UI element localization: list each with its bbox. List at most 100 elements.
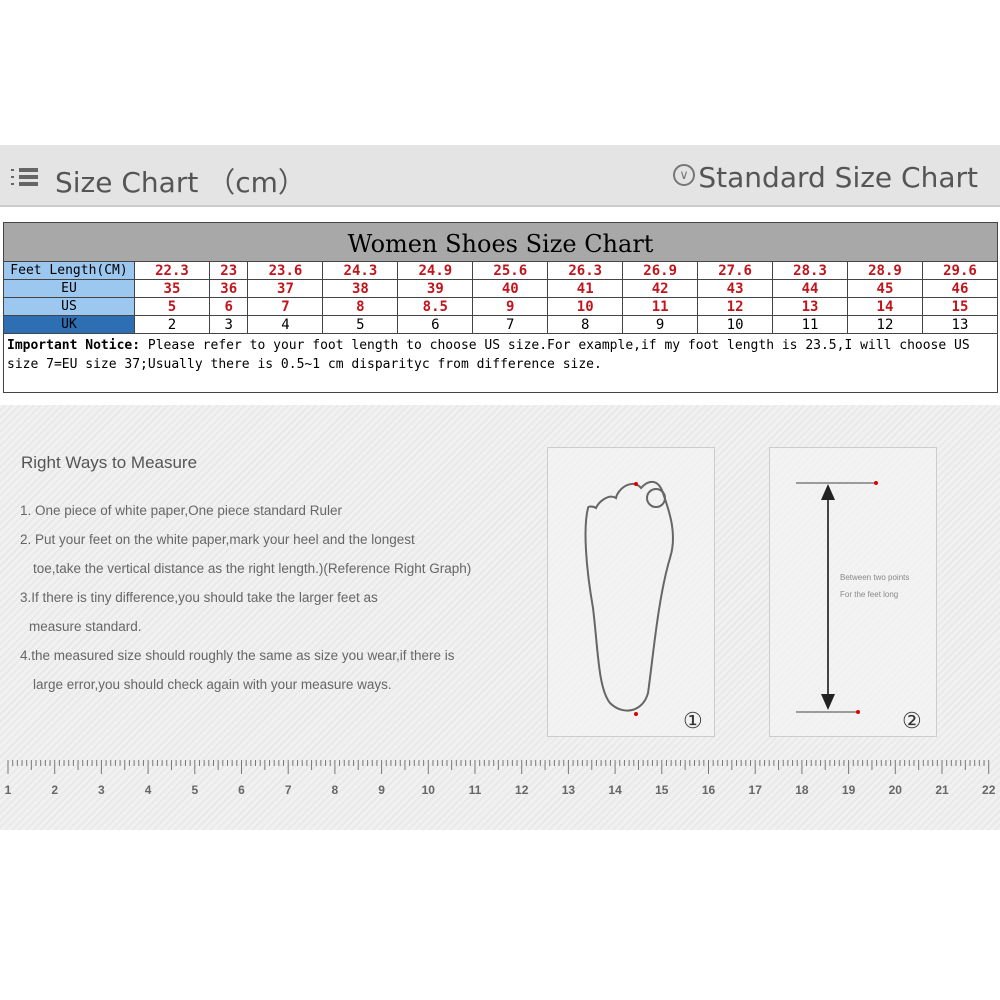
size-cell: 23 — [208, 261, 249, 280]
size-cell: 6 — [397, 315, 474, 334]
size-cell: 8 — [322, 297, 399, 316]
ruler-label: 19 — [842, 783, 856, 797]
size-cell: 2 — [134, 315, 210, 334]
size-cell: 15 — [921, 297, 999, 316]
row-label: US — [3, 297, 135, 316]
ruler-label: 22 — [982, 783, 996, 797]
size-cell: 23.6 — [247, 261, 324, 280]
size-cell: 38 — [322, 279, 399, 298]
foot-diagram: ① — [547, 447, 715, 737]
size-cell: 3 — [208, 315, 249, 334]
ruler-label: 1 — [5, 783, 12, 797]
size-cell: 36 — [208, 279, 249, 298]
size-cell: 35 — [134, 279, 210, 298]
header-title: Size Chart （cm） — [55, 166, 306, 199]
table-row: EU 35 36 37 38 39 40 41 42 43 44 45 46 — [3, 279, 999, 298]
size-cell: 10 — [697, 315, 774, 334]
size-cell: 26.9 — [622, 261, 699, 280]
measure-line: large error,you should check again with … — [33, 677, 392, 692]
ruler-label: 14 — [608, 783, 622, 797]
measure-line: toe,take the vertical distance as the ri… — [33, 561, 472, 576]
ruler-label: 16 — [702, 783, 716, 797]
measure-heading: Right Ways to Measure — [21, 453, 198, 472]
measure-line: 1. One piece of white paper,One piece st… — [20, 503, 342, 518]
size-cell: 27.6 — [697, 261, 774, 280]
size-cell: 44 — [772, 279, 848, 298]
size-chart-header: Size Chart （cm） Standard Size Chart — [0, 145, 1000, 207]
size-cell: 9 — [622, 315, 699, 334]
size-cell: 5 — [322, 315, 399, 334]
chevron-down-icon: ∨ — [673, 164, 695, 186]
size-cell: 13 — [921, 315, 999, 334]
ruler: 1 2 3 4 5 6 7 8 9 10 11 12 13 14 15 16 17 18 19 20 21 22 — [5, 760, 996, 797]
ruler-label: 11 — [469, 783, 482, 797]
size-cell: 45 — [846, 279, 923, 298]
size-cell: 46 — [921, 279, 999, 298]
foot-outline-icon: ① — [584, 480, 703, 733]
table-row: Feet Length(CM) 22.3 23 23.6 24.3 24.9 25.6 26.… — [3, 261, 999, 280]
size-cell: 24.9 — [397, 261, 474, 280]
measure-line: 4.the measured size should roughly the s… — [20, 648, 455, 663]
size-cell: 11 — [622, 297, 699, 316]
size-cell: 42 — [622, 279, 699, 298]
ruler-label: 5 — [191, 783, 198, 797]
notice-label: Important Notice: — [7, 338, 141, 353]
ruler-label: 13 — [562, 783, 576, 797]
size-cell: 25.6 — [472, 261, 549, 280]
measure-section: Right Ways to Measure 1. One piece of wh… — [0, 405, 1000, 830]
ruler-label: 9 — [378, 783, 385, 797]
size-cell: 40 — [472, 279, 549, 298]
size-cell: 4 — [247, 315, 324, 334]
row-label: EU — [3, 279, 135, 298]
list-icon — [11, 168, 38, 186]
ruler-label: 3 — [98, 783, 105, 797]
important-notice: Important Notice: Please refer to your f… — [3, 333, 998, 393]
size-cell: 10 — [547, 297, 624, 316]
size-cell: 7 — [472, 315, 549, 334]
ruler-label: 15 — [655, 783, 669, 797]
size-cell: 12 — [697, 297, 774, 316]
size-cell: 24.3 — [322, 261, 399, 280]
size-cell: 12 — [846, 315, 923, 334]
size-cell: 28.9 — [846, 261, 923, 280]
ruler-label: 20 — [889, 783, 903, 797]
size-cell: 5 — [134, 297, 210, 316]
size-cell: 39 — [397, 279, 474, 298]
size-cell: 26.3 — [547, 261, 624, 280]
ruler-label: 6 — [238, 783, 245, 797]
size-cell: 14 — [846, 297, 923, 316]
ruler-label: 8 — [332, 783, 339, 797]
size-cell: 7 — [247, 297, 324, 316]
size-cell: 29.6 — [921, 261, 999, 280]
size-cell: 28.3 — [772, 261, 848, 280]
ruler-label: 12 — [515, 783, 529, 797]
ruler-label: 17 — [749, 783, 763, 797]
measure-line: 3.If there is tiny difference,you should… — [20, 590, 378, 605]
measure-line: measure standard. — [29, 619, 142, 634]
table-title: Women Shoes Size Chart — [3, 222, 998, 262]
figure-1-label: ① — [683, 708, 703, 733]
size-cell: 9 — [472, 297, 549, 316]
size-cell: 8 — [547, 315, 624, 334]
row-label: Feet Length(CM) — [3, 261, 135, 280]
length-diagram: Between two points For the feet long ② — [769, 447, 937, 737]
figure-2-label: ② — [902, 708, 922, 733]
table-row: US 5 6 7 8 8.5 9 10 11 12 13 14 15 — [3, 297, 999, 316]
notice-text: Please refer to your foot length to choo… — [7, 338, 970, 372]
size-cell: 13 — [772, 297, 848, 316]
size-cell: 6 — [208, 297, 249, 316]
size-cell: 22.3 — [134, 261, 210, 280]
size-cell: 8.5 — [397, 297, 474, 316]
measure-line: 2. Put your feet on the white paper,mark… — [20, 532, 415, 547]
size-cell: 43 — [697, 279, 774, 298]
table-row: UK 2 3 4 5 6 7 8 9 10 11 12 13 — [3, 315, 999, 334]
size-cell: 11 — [772, 315, 848, 334]
header-right-title: Standard Size Chart — [698, 161, 978, 194]
size-cell: 41 — [547, 279, 624, 298]
diagram-text: Between two points — [840, 573, 909, 582]
ruler-label: 7 — [285, 783, 292, 797]
double-arrow-icon: Between two points For the feet long ② — [796, 481, 922, 733]
ruler-label: 10 — [422, 783, 436, 797]
size-cell: 37 — [247, 279, 324, 298]
row-label: UK — [3, 315, 135, 334]
